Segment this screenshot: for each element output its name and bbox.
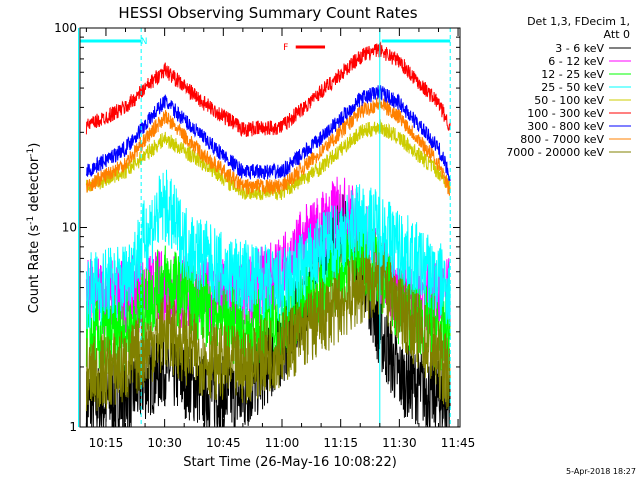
series-line xyxy=(85,41,451,138)
y-tick-label: 10 xyxy=(62,221,77,235)
x-tick-label: 11:00 xyxy=(265,436,300,450)
x-tick-label: 10:15 xyxy=(89,436,124,450)
legend-header: Att 0 xyxy=(604,28,630,41)
series-line xyxy=(85,119,451,201)
annotation-layer: NF xyxy=(78,28,451,427)
y-axis: 1 10 100 xyxy=(54,21,460,434)
annotation-label: F xyxy=(283,43,288,53)
series-line xyxy=(85,96,451,196)
legend-label: 7000 - 20000 keV xyxy=(506,146,604,159)
x-tick-label: 11:45 xyxy=(441,436,476,450)
legend-header: Det 1,3, FDecim 1, xyxy=(527,15,630,28)
legend-label: 25 - 50 keV xyxy=(541,81,604,94)
y-tick-label: 100 xyxy=(54,21,77,35)
series-line xyxy=(85,241,451,412)
x-axis-label: Start Time (26-May-16 10:08:22) xyxy=(183,455,397,470)
x-axis: 10:15 10:30 10:45 11:00 11:15 11:30 11:45 xyxy=(85,28,476,450)
y-tick-label: 1 xyxy=(69,420,77,434)
series-line xyxy=(85,169,451,330)
x-tick-label: 10:45 xyxy=(206,436,241,450)
footer-date: 5-Apr-2018 18:27 xyxy=(566,467,636,476)
annotation-label: N xyxy=(141,37,148,47)
legend-label: 3 - 6 keV xyxy=(555,42,604,55)
series-layer xyxy=(85,41,451,428)
x-tick-label: 10:30 xyxy=(147,436,182,450)
legend-label: 800 - 7000 keV xyxy=(520,133,604,146)
x-tick-label: 11:30 xyxy=(382,436,417,450)
legend-label: 12 - 25 keV xyxy=(541,68,604,81)
x-tick-label: 11:15 xyxy=(323,436,358,450)
y-axis-label: Count Rate (s-1 detector-1) xyxy=(26,143,42,314)
series-line xyxy=(85,216,451,375)
series-line xyxy=(85,85,451,182)
legend-label: 300 - 800 keV xyxy=(527,120,604,133)
legend-label: 100 - 300 keV xyxy=(527,107,604,120)
legend-label: 50 - 100 keV xyxy=(534,94,604,107)
chart-title: HESSI Observing Summary Count Rates xyxy=(118,4,417,22)
legend-label: 6 - 12 keV xyxy=(548,55,604,68)
